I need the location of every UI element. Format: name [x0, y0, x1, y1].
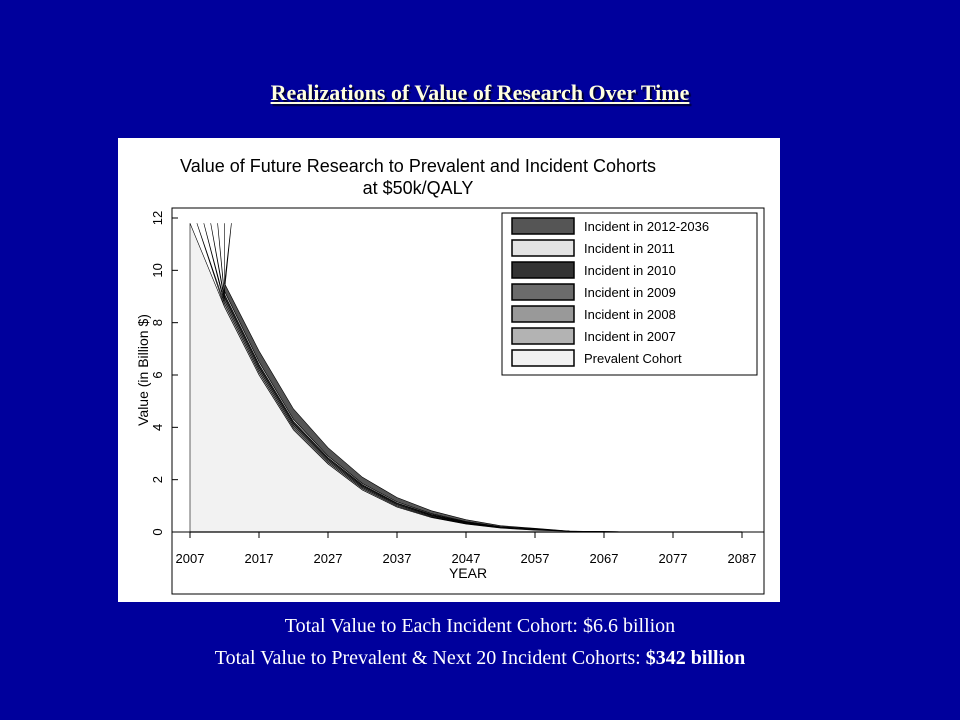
legend-label: Incident in 2009: [584, 285, 676, 300]
legend-swatch: [511, 327, 575, 345]
legend-label: Incident in 2008: [584, 307, 676, 322]
footer-total-value: $342 billion: [645, 647, 746, 669]
x-tick-label: 2077: [659, 551, 688, 566]
legend-label: Prevalent Cohort: [584, 351, 682, 366]
slide-title: Realizations of Value of Research Over T…: [270, 80, 690, 105]
x-tick-label: 2087: [728, 551, 757, 566]
y-axis-label: Value (in Billion $): [135, 314, 151, 426]
y-tick-label: 12: [150, 211, 165, 225]
x-axis: 2007 2017 2027 2037 2047 2057 2067 2077 2087: [176, 532, 757, 566]
legend-swatch: [511, 261, 575, 279]
footer-line-incident: Total Value to Each Incident Cohort: $6.…: [284, 615, 676, 637]
footer-total-prefix: Total Value to Prevalent & Next 20 Incid…: [214, 647, 646, 669]
area-chart: Value of Future Research to Prevalent an…: [135, 156, 765, 595]
x-tick-label: 2007: [176, 551, 205, 566]
x-tick-label: 2057: [521, 551, 550, 566]
x-axis-label: YEAR: [449, 565, 487, 581]
chart-title: Value of Future Research to Prevalent an…: [180, 156, 656, 176]
legend-swatch: [511, 349, 575, 367]
plot-frame: [171, 207, 765, 595]
x-tick-label: 2047: [452, 551, 481, 566]
x-tick-label: 2027: [314, 551, 343, 566]
y-tick-label: 6: [150, 371, 165, 378]
x-tick-label: 2017: [245, 551, 274, 566]
legend-label: Incident in 2012-2036: [584, 219, 709, 234]
y-tick-label: 0: [150, 528, 165, 535]
legend-label: Incident in 2007: [584, 329, 676, 344]
chart-panel: Value of Future Research to Prevalent an…: [118, 138, 780, 602]
x-tick-label: 2037: [383, 551, 412, 566]
legend-label: Incident in 2010: [584, 263, 676, 278]
legend-swatch: [511, 283, 575, 301]
legend-swatch: [511, 239, 575, 257]
legend-swatch: [511, 305, 575, 323]
legend-label: Incident in 2011: [584, 241, 675, 256]
x-tick-label: 2067: [590, 551, 619, 566]
chart-subtitle: at $50k/QALY: [363, 178, 474, 198]
footer-line-total: Total Value to Prevalent & Next 20 Incid…: [0, 647, 960, 670]
y-tick-label: 10: [150, 263, 165, 277]
y-tick-label: 2: [150, 476, 165, 483]
legend-swatch: [511, 217, 575, 235]
legend: Incident in 2012-2036 Incident in 2011 Inc…: [501, 212, 758, 376]
y-axis: 0 2 4 6 8 10 12: [150, 211, 178, 536]
y-tick-label: 4: [150, 424, 165, 431]
y-tick-label: 8: [150, 319, 165, 326]
